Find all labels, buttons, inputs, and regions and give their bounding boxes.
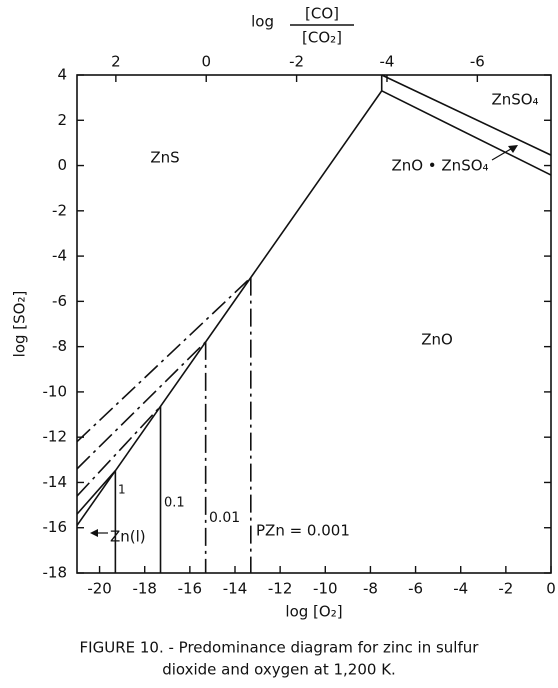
caption-line: FIGURE 10. - Predominance diagram for zi… (80, 639, 480, 657)
x-tick-label: -2 (498, 580, 513, 598)
y-tick-label: -10 (43, 382, 68, 400)
x2-tick-label: -2 (289, 53, 304, 71)
x-tick-label: -6 (408, 580, 423, 598)
y-tick-label: 2 (57, 111, 67, 129)
x-tick-label: -18 (132, 580, 157, 598)
x-tick-label: -14 (223, 580, 248, 598)
region-label: ZnO • ZnSO₄ (391, 157, 488, 175)
arrow-head (508, 145, 518, 153)
y-tick-label: 4 (57, 66, 67, 84)
y-tick-label: -14 (43, 473, 68, 491)
boundary-line (76, 405, 162, 497)
region-label: ZnS (150, 149, 179, 167)
y-tick-label: -6 (52, 292, 67, 310)
x-tick-label: 0 (546, 580, 556, 598)
region-label: ZnSO₄ (491, 91, 538, 109)
arrow-head (90, 529, 98, 537)
x2-tick-label: 0 (201, 53, 211, 71)
x-tick-label: -20 (87, 580, 112, 598)
boundary-line (76, 470, 116, 515)
y-label: log [SO₂] (11, 291, 29, 358)
boundary-line (76, 341, 207, 470)
boundary-line (76, 90, 383, 526)
x-tick-label: -4 (453, 580, 468, 598)
pressure-label: 1 (118, 483, 126, 497)
pressure-label: 0.01 (209, 510, 240, 526)
y-tick-label: -4 (52, 247, 67, 265)
x-label: log [O₂] (285, 603, 342, 621)
x2-tick-label: -4 (379, 53, 394, 71)
x2-label-numerator: [CO] (305, 5, 339, 23)
y-tick-label: -8 (52, 337, 67, 355)
region-label: ZnO (421, 331, 453, 349)
x2-label-prefix: log (251, 13, 274, 31)
x2-tick-label: 2 (111, 53, 121, 71)
x2-tick-label: -6 (470, 53, 485, 71)
boundary-line (381, 90, 552, 176)
x2-label-denominator: [CO₂] (302, 29, 342, 47)
y-tick-label: 0 (57, 156, 67, 174)
boundary-line (76, 277, 252, 443)
x-tick-label: -10 (313, 580, 338, 598)
x-tick-label: -12 (268, 580, 293, 598)
boundary-line (381, 74, 552, 156)
region-label: Zn(l) (110, 528, 146, 546)
y-tick-label: -2 (52, 201, 67, 219)
y-tick-label: -12 (43, 428, 68, 446)
x-tick-label: -8 (363, 580, 378, 598)
caption-line: dioxide and oxygen at 1,200 K. (162, 661, 396, 679)
x-tick-label: -16 (178, 580, 203, 598)
plot-frame (76, 74, 552, 574)
y-tick-label: -16 (43, 518, 68, 536)
y-tick-label: -18 (43, 564, 68, 582)
pressure-label: 0.1 (164, 496, 185, 511)
pressure-label: PZn = 0.001 (256, 522, 350, 540)
